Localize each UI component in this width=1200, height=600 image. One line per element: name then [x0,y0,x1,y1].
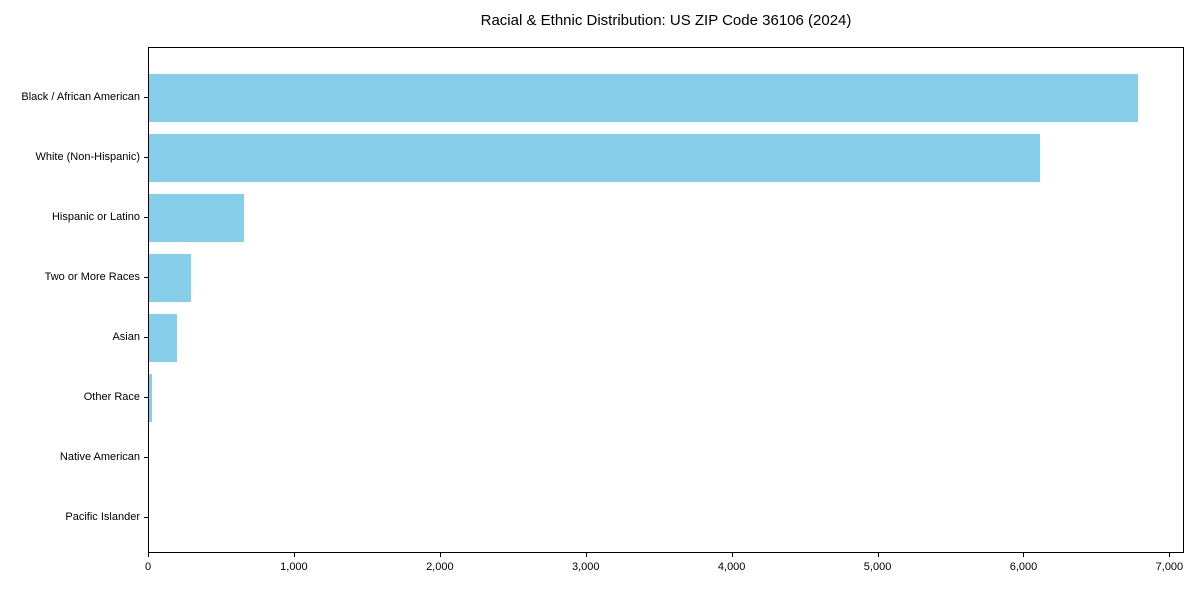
bar [149,134,1041,182]
bar [149,374,152,422]
bar [149,254,192,302]
y-tick-mark [144,397,148,398]
y-tick-label: White (Non-Hispanic) [35,151,140,163]
x-tick-label: 1,000 [280,561,308,573]
x-tick-mark [1023,553,1025,557]
y-tick-label: Black / African American [21,91,140,103]
x-tick-label: 5,000 [863,561,892,573]
x-tick-mark [293,553,295,557]
x-tick-label: 3,000 [571,561,600,573]
bar [149,74,1138,122]
y-tick-mark [144,517,148,518]
bar [149,314,177,362]
x-tick-label: 0 [144,561,152,573]
y-tick-mark [144,277,148,278]
y-tick-mark [144,457,148,458]
x-tick-mark [731,553,733,557]
y-tick-label: Hispanic or Latino [51,211,140,223]
x-tick-label: 4,000 [717,561,746,573]
y-tick-label: Native American [59,451,140,463]
chart-title: Racial & Ethnic Distribution: US ZIP Cod… [480,12,852,29]
x-tick-label: 2,000 [426,561,454,573]
y-tick-label: Other Race [83,391,140,403]
x-tick-label: 7,000 [1155,561,1184,573]
y-tick-label: Two or More Races [44,271,140,283]
bar [149,194,244,242]
y-tick-label: Asian [112,331,140,343]
y-tick-mark [144,97,148,98]
y-tick-mark [144,337,148,338]
x-tick-mark [585,553,587,557]
y-tick-label: Pacific Islander [65,511,140,523]
x-tick-label: 6,000 [1009,561,1038,573]
x-tick-mark [877,553,879,557]
x-tick-mark [439,553,441,557]
plot-area [148,47,1184,553]
y-tick-mark [144,217,148,218]
x-tick-mark [148,553,149,557]
y-tick-mark [144,157,148,158]
x-tick-mark [1169,553,1171,557]
